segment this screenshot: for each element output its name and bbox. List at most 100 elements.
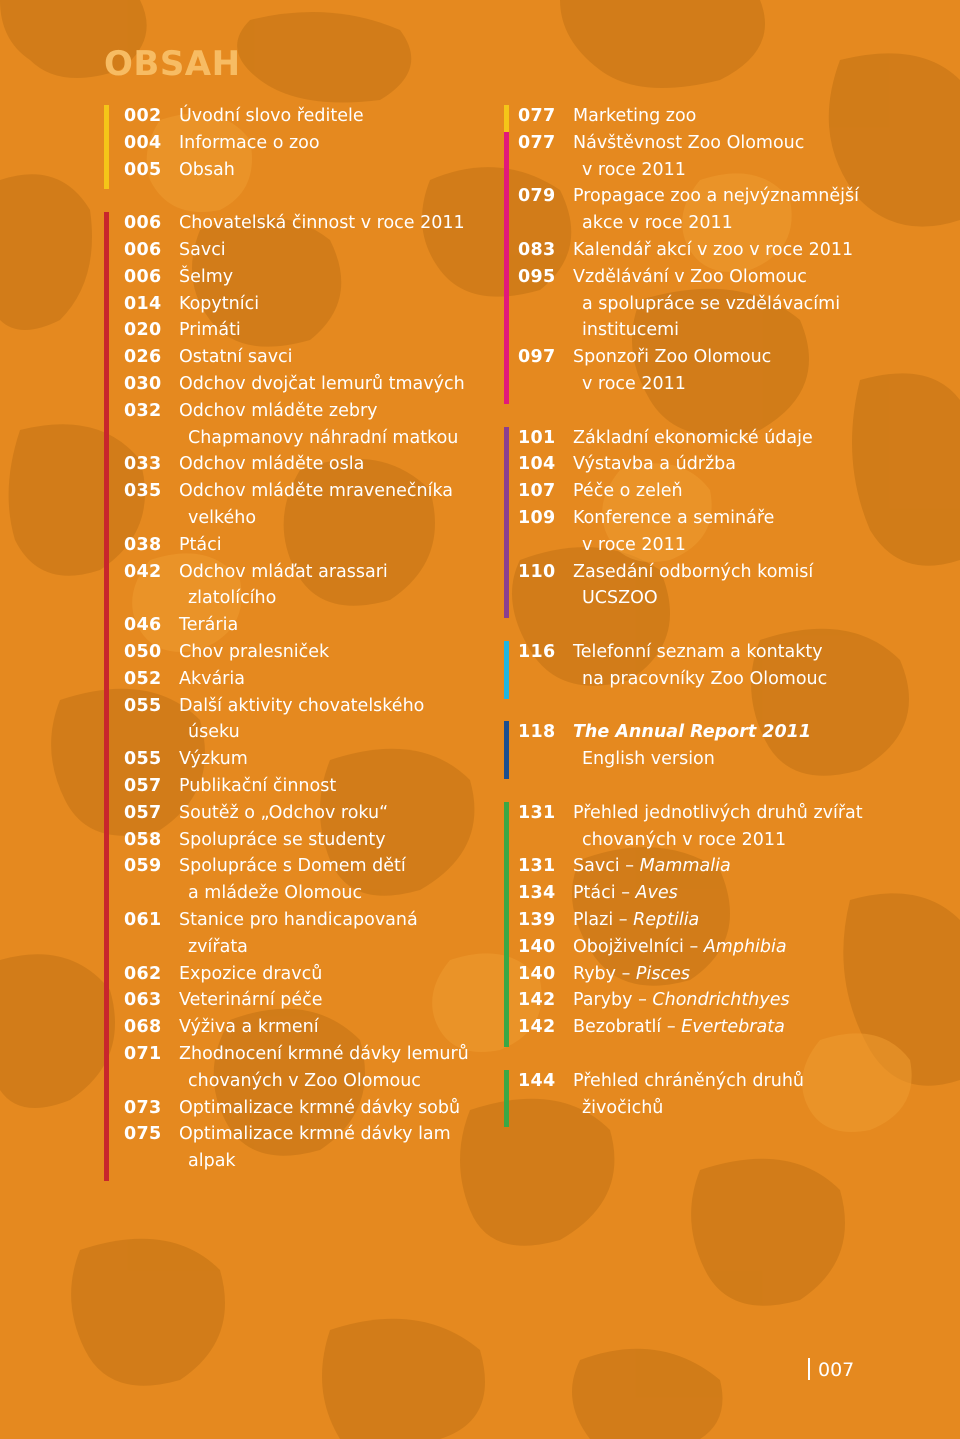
toc-title-line: Šelmy	[179, 266, 234, 287]
section-color-bar	[504, 426, 509, 619]
toc-title: Odchov mláďat arassari zlatolícího	[179, 559, 388, 613]
toc-title: Stanice pro handicapovaná zvířata	[179, 907, 418, 961]
toc-title-line: Odchov dvojčat lemurů tmavých	[179, 374, 465, 394]
toc-title-line: Výzkum	[179, 749, 248, 770]
toc-title: Akvária	[179, 666, 245, 693]
page-number-text: 007	[818, 1359, 855, 1381]
section-color-bar	[504, 1069, 509, 1128]
toc-title: Propagace zoo a nejvýznamnější akce v roc…	[573, 183, 859, 237]
section-color-bar	[104, 212, 109, 1181]
taxon-name: Ryby	[573, 963, 617, 984]
toc-page-number: 014	[124, 293, 162, 314]
toc-title: Publikační činnost	[179, 773, 336, 800]
toc-title-line: Vzdělávání v Zoo Olomouc	[573, 266, 807, 287]
toc-title: Kalendář akcí v zoo v roce 2011	[573, 237, 853, 264]
toc-page-number: 075	[124, 1124, 162, 1145]
toc-title-line: Odchov mláděte osla	[179, 454, 365, 475]
toc-title-line: Primáti	[179, 320, 241, 341]
toc-page-number: 097	[518, 347, 556, 368]
toc-title: Plazi – Reptilia	[573, 907, 699, 934]
toc-title-line: Terária	[179, 615, 239, 636]
toc-page-number: 006	[124, 266, 162, 287]
toc-title: Chovatelská činnost v roce 2011	[179, 210, 465, 237]
taxon-latin-name: Chondrichthyes	[652, 990, 790, 1011]
toc-page-number: 006	[124, 213, 162, 234]
toc-title: Přehled jednotlivých druhů zvířat chovaný…	[573, 800, 863, 854]
toc-title: Zasedání odborných komisí UCSZOO	[573, 559, 813, 613]
toc-title-line: Kalendář akcí v zoo v roce 2011	[573, 240, 854, 260]
toc-page-number: 055	[124, 695, 162, 716]
taxon-name: Plazi	[573, 910, 614, 930]
toc-page-number: 062	[124, 963, 162, 984]
taxon-name: Bezobratlí	[573, 1017, 662, 1038]
toc-title: Paryby – Chondrichthyes	[573, 987, 790, 1014]
toc-page-number: 002	[124, 106, 162, 126]
toc-title-line: Savci – Mammalia	[573, 853, 731, 880]
toc-page-number: 026	[124, 347, 162, 368]
toc-page-number: 131	[518, 856, 556, 877]
toc-title-line: Ptáci – Aves	[573, 880, 678, 907]
toc-title-line: Odchov mláděte mravenečníka	[179, 481, 453, 502]
toc-title-line: Akvária	[179, 668, 245, 689]
toc-title: Péče o zeleň	[573, 478, 683, 505]
toc-title-line: Zhodnocení krmné dávky lemurů	[179, 1044, 469, 1064]
toc-page-number: 139	[518, 910, 556, 930]
toc-title-line: Marketing zoo	[573, 106, 697, 126]
toc-title-line: Odchov mláděte zebry	[179, 400, 378, 421]
toc-title: Výstavba a údržba	[573, 451, 736, 478]
toc-page-number: 083	[518, 240, 556, 260]
toc-page-number: 035	[124, 481, 162, 502]
taxon-name: Paryby	[573, 990, 633, 1011]
toc-page-number: 073	[124, 1097, 162, 1118]
taxon-latin-name: Reptilia	[633, 910, 700, 930]
taxon-latin-name: Pisces	[635, 963, 690, 984]
toc-title: Obsah	[179, 157, 235, 184]
toc-page-number: 005	[124, 159, 162, 180]
toc-page-number: 063	[124, 990, 162, 1011]
toc-page-number: 107	[518, 481, 556, 502]
toc-title: Přehled chráněných druhů živočichů	[573, 1068, 804, 1122]
toc-title: Savci	[179, 237, 226, 264]
toc-title: Odchov mláděte osla	[179, 451, 364, 478]
toc-title-line: a spolupráce se vzdělávacími	[582, 293, 841, 314]
taxon-latin-name: Mammalia	[639, 856, 731, 877]
toc-title: Odchov mláděte zebry Chapmanovy náhradní …	[179, 398, 458, 452]
toc-page-number: 140	[518, 936, 556, 957]
toc-page-number: 068	[124, 1017, 162, 1038]
toc-page-number: 134	[518, 883, 556, 904]
toc-page-number: 142	[518, 1017, 556, 1038]
toc-title-line: Publikační činnost	[179, 776, 337, 796]
toc-title: Marketing zoo	[573, 103, 696, 130]
toc-page-number: 057	[124, 776, 162, 796]
toc-title: Vzdělávání v Zoo Olomouc a spolupráce se …	[573, 264, 840, 344]
toc-title-line: Optimalizace krmné dávky sobů	[179, 1097, 461, 1118]
toc-page-number: 004	[124, 132, 162, 153]
toc-title: Další aktivity chovatelského úseku	[179, 693, 424, 747]
toc-title-line: zvířata	[188, 936, 248, 957]
toc-title: Úvodní slovo ředitele	[179, 103, 364, 130]
toc-title: Terária	[179, 612, 238, 639]
toc-title: Soutěž o „Odchov roku“	[179, 800, 388, 827]
toc-title-line: Ryby – Pisces	[573, 961, 690, 988]
toc-title-line: chovaných v Zoo Olomouc	[188, 1070, 421, 1091]
toc-title: Ostatní savci	[179, 344, 293, 371]
toc-title: Spolupráce se studenty	[179, 827, 386, 854]
toc-title: Konference a semináře v roce 2011	[573, 505, 774, 559]
toc-title-line: Expozice dravců	[179, 963, 323, 984]
toc-title-line: Savci	[179, 240, 226, 260]
taxon-latin-name: Amphibia	[703, 936, 787, 957]
toc-page-number: 058	[124, 829, 162, 850]
toc-title: Optimalizace krmné dávky lam alpak	[179, 1121, 451, 1175]
toc-title-line: English version	[582, 749, 715, 770]
toc-page-number: 109	[518, 508, 556, 528]
toc-title: Ryby – Pisces	[573, 961, 690, 988]
toc-title-line: Úvodní slovo ředitele	[179, 106, 364, 126]
section-color-bar	[504, 641, 509, 699]
toc-title: Expozice dravců	[179, 961, 322, 988]
toc-title-line: Obojživelníci – Amphibia	[573, 934, 787, 961]
toc-title-line: Péče o zeleň	[573, 481, 683, 502]
toc-title-line: Telefonní seznam a kontakty	[573, 642, 823, 662]
toc-page-number: 050	[124, 642, 162, 662]
toc-title: Výživa a krmení	[179, 1014, 319, 1041]
toc-title-line: Přehled chráněných druhů	[573, 1070, 805, 1091]
